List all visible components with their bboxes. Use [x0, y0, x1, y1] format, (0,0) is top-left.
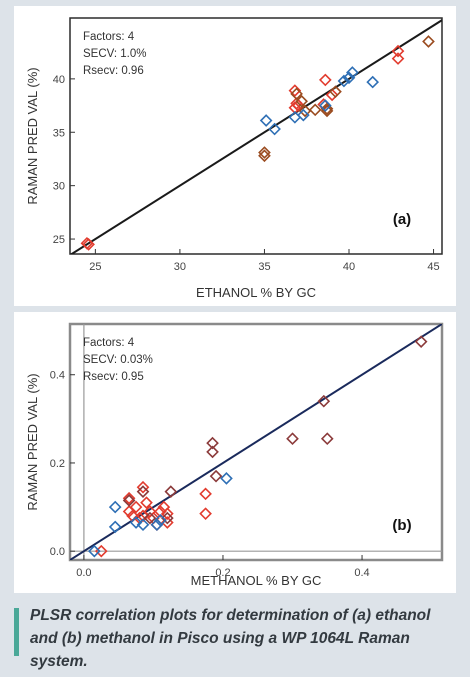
data-point	[317, 394, 331, 408]
data-point	[108, 500, 122, 514]
data-point	[291, 99, 305, 112]
data-point	[342, 71, 356, 85]
data-point	[414, 335, 428, 348]
data-point	[150, 518, 164, 532]
data-point	[143, 511, 157, 525]
data-point	[206, 445, 219, 459]
data-point	[308, 103, 322, 117]
stat-rsecv: Rsecv: 0.96	[83, 65, 144, 77]
data-point	[161, 511, 174, 525]
x-tick-label: 25	[89, 261, 101, 273]
x-tick-label: 35	[258, 261, 270, 273]
stat-secv: SECV: 1.0%	[83, 48, 147, 60]
panel-label: (a)	[393, 211, 411, 228]
data-point	[258, 146, 271, 159]
data-point	[295, 94, 308, 108]
data-point	[161, 507, 174, 521]
data-point	[206, 436, 219, 450]
data-point	[122, 494, 136, 507]
data-point	[259, 114, 273, 127]
y-tick-label: 0.2	[50, 458, 65, 470]
data-point	[337, 74, 351, 88]
data-point	[298, 104, 312, 118]
caption-text: PLSR correlation plots for determination…	[30, 607, 431, 670]
data-point	[268, 122, 281, 136]
chart-panel-methanol: 0.0 0.2 0.4 0.0 0.2 0.4 Factors: 4 SECV: 0.03…	[14, 312, 456, 593]
data-point	[122, 491, 136, 505]
data-point	[346, 66, 359, 79]
stat-factors: Factors: 4	[83, 31, 135, 43]
panel-label: (b)	[392, 517, 411, 534]
data-point	[199, 487, 212, 501]
y-tick-label: 30	[53, 181, 65, 193]
data-point	[320, 102, 334, 116]
data-point	[88, 544, 101, 558]
y-tick-label: 40	[53, 74, 65, 86]
data-point	[129, 516, 143, 529]
data-point	[80, 236, 94, 250]
stat-secv: SECV: 0.03%	[83, 354, 153, 366]
y-tick-label: 35	[53, 127, 65, 139]
data-point	[391, 52, 405, 65]
y-tick-label: 0.4	[50, 370, 65, 382]
caption-accent-bar	[14, 608, 19, 656]
data-point	[290, 87, 303, 101]
data-point	[154, 513, 167, 527]
y-axis-label: RAMAN PRED VAL (%)	[25, 67, 40, 204]
x-tick-label: 0.4	[354, 567, 369, 579]
data-point	[297, 108, 310, 122]
data-point	[154, 505, 167, 518]
data-point	[286, 432, 299, 446]
data-point	[422, 35, 435, 48]
methanol-chart: 0.0 0.2 0.4 0.0 0.2 0.4 Factors: 4 SECV: 0.03…	[25, 322, 444, 588]
data-point	[129, 500, 143, 514]
x-tick-label: 0.2	[215, 567, 230, 579]
stat-factors: Factors: 4	[83, 337, 135, 349]
data-point	[136, 518, 150, 532]
regression-line	[70, 19, 442, 254]
data-point	[258, 149, 271, 163]
y-axis-label: RAMAN PRED VAL (%)	[25, 373, 40, 510]
x-axis-label: ETHANOL % BY GC	[196, 285, 316, 300]
x-tick-label: 45	[427, 261, 439, 273]
x-axis-label: METHANOL % BY GC	[191, 573, 322, 588]
data-point	[220, 472, 233, 485]
data-point	[164, 485, 178, 498]
data-point	[209, 469, 223, 483]
data-point	[320, 432, 334, 446]
y-tick-label: 0.0	[50, 546, 65, 558]
plot-frame	[69, 17, 443, 255]
chart-panel-ethanol: 25 30 35 40 45 25 30 35 40 Factors: 4 SECV: 1.0%…	[14, 6, 456, 306]
data-point	[366, 75, 380, 89]
y-tick-label: 25	[53, 234, 65, 246]
figure-caption: PLSR correlation plots for determination…	[14, 604, 456, 670]
data-point	[288, 84, 302, 97]
data-point	[108, 520, 122, 534]
data-point	[140, 496, 153, 509]
data-point	[136, 480, 150, 494]
ethanol-chart: 25 30 35 40 45 25 30 35 40 Factors: 4 SECV: 1.0%…	[25, 17, 443, 300]
data-point	[391, 44, 405, 58]
stat-rsecv: Rsecv: 0.95	[83, 371, 144, 383]
data-point	[318, 99, 332, 112]
data-point	[199, 507, 212, 521]
data-point	[136, 485, 150, 498]
x-tick-label: 40	[343, 261, 355, 273]
x-tick-label: 0.0	[76, 567, 91, 579]
data-point	[318, 73, 332, 87]
x-tick-label: 30	[174, 261, 186, 273]
data-point	[325, 88, 339, 102]
data-point	[329, 85, 342, 99]
